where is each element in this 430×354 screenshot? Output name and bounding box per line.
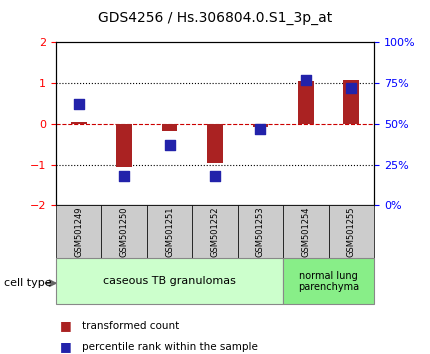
Bar xyxy=(162,124,178,131)
Bar xyxy=(344,80,359,124)
FancyBboxPatch shape xyxy=(101,205,147,258)
Point xyxy=(212,173,218,179)
Text: cell type: cell type xyxy=(4,278,52,288)
Text: ■: ■ xyxy=(60,319,72,332)
Text: GSM501255: GSM501255 xyxy=(347,207,356,257)
Bar xyxy=(71,122,86,124)
Text: GSM501252: GSM501252 xyxy=(211,207,219,257)
Point xyxy=(302,77,309,83)
Point xyxy=(166,142,173,148)
Point xyxy=(348,85,355,91)
Text: transformed count: transformed count xyxy=(82,321,179,331)
Bar xyxy=(116,124,132,167)
Bar xyxy=(252,124,268,127)
Text: percentile rank within the sample: percentile rank within the sample xyxy=(82,342,258,352)
FancyBboxPatch shape xyxy=(238,205,283,258)
Text: GDS4256 / Hs.306804.0.S1_3p_at: GDS4256 / Hs.306804.0.S1_3p_at xyxy=(98,11,332,25)
Point xyxy=(257,126,264,132)
FancyBboxPatch shape xyxy=(56,205,101,258)
FancyBboxPatch shape xyxy=(283,205,329,258)
Text: caseous TB granulomas: caseous TB granulomas xyxy=(103,276,236,286)
Text: GSM501249: GSM501249 xyxy=(74,207,83,257)
FancyBboxPatch shape xyxy=(147,205,192,258)
Text: GSM501250: GSM501250 xyxy=(120,207,129,257)
Bar xyxy=(298,81,314,124)
Text: GSM501251: GSM501251 xyxy=(165,207,174,257)
Text: GSM501253: GSM501253 xyxy=(256,206,265,257)
Text: normal lung
parenchyma: normal lung parenchyma xyxy=(298,270,359,292)
Bar xyxy=(207,124,223,162)
Point xyxy=(121,173,128,179)
Text: GSM501254: GSM501254 xyxy=(301,207,310,257)
Point xyxy=(75,102,82,107)
FancyBboxPatch shape xyxy=(329,205,374,258)
Text: ■: ■ xyxy=(60,341,72,353)
FancyBboxPatch shape xyxy=(283,258,374,304)
FancyBboxPatch shape xyxy=(56,258,283,304)
FancyBboxPatch shape xyxy=(192,205,238,258)
